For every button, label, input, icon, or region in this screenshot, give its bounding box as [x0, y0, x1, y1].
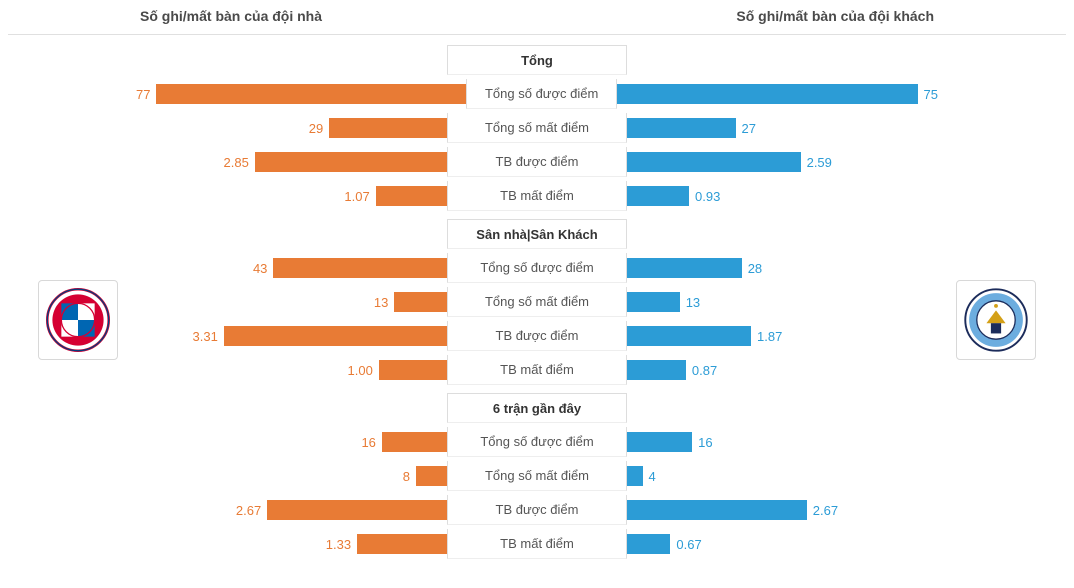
section-header: 6 trận gần đây [130, 393, 944, 423]
home-value: 16 [355, 435, 381, 450]
home-bar [379, 360, 447, 380]
stat-row: 43 Tổng số được điểm 28 [130, 253, 944, 283]
home-value: 1.33 [320, 537, 357, 552]
section-title: 6 trận gần đây [447, 393, 627, 423]
away-bar [627, 466, 643, 486]
away-value: 13 [680, 295, 706, 310]
away-value: 0.67 [670, 537, 707, 552]
away-value: 2.59 [801, 155, 838, 170]
away-value: 16 [692, 435, 718, 450]
row-label: Tổng số được điểm [447, 253, 627, 283]
home-bar [357, 534, 447, 554]
home-bar [382, 432, 447, 452]
away-bar [627, 152, 801, 172]
home-value: 13 [368, 295, 394, 310]
away-value: 27 [736, 121, 762, 136]
away-bar [617, 84, 918, 104]
stat-row: 1.33 TB mất điểm 0.67 [130, 529, 944, 559]
row-label: TB mất điểm [447, 181, 627, 211]
stat-row: 2.85 TB được điểm 2.59 [130, 147, 944, 177]
away-value: 0.87 [686, 363, 723, 378]
away-bar [627, 258, 742, 278]
stat-row: 16 Tổng số được điểm 16 [130, 427, 944, 457]
home-value: 3.31 [187, 329, 224, 344]
stat-row: 77 Tổng số được điểm 75 [130, 79, 944, 109]
stat-row: 3.31 TB được điểm 1.87 [130, 321, 944, 351]
away-bar [627, 534, 670, 554]
row-label: Tổng số mất điểm [447, 461, 627, 491]
home-bar [224, 326, 447, 346]
away-value: 0.93 [689, 189, 726, 204]
away-bar [627, 326, 751, 346]
home-bar [329, 118, 447, 138]
away-bar [627, 292, 680, 312]
stat-row: 1.00 TB mất điểm 0.87 [130, 355, 944, 385]
row-label: TB được điểm [447, 495, 627, 525]
away-value: 4 [643, 469, 662, 484]
home-bar [416, 466, 447, 486]
home-value: 2.67 [230, 503, 267, 518]
bayern-crest-icon [46, 288, 110, 352]
section-title: Sân nhà|Sân Khách [447, 219, 627, 249]
stat-row: 8 Tổng số mất điểm 4 [130, 461, 944, 491]
stat-row: 29 Tổng số mất điểm 27 [130, 113, 944, 143]
home-value: 2.85 [218, 155, 255, 170]
home-value: 43 [247, 261, 273, 276]
away-value: 75 [918, 87, 944, 102]
row-label: TB được điểm [447, 321, 627, 351]
away-header: Số ghi/mất bàn của đội khách [736, 8, 934, 24]
away-bar [627, 500, 807, 520]
home-value: 8 [397, 469, 416, 484]
row-label: TB được điểm [447, 147, 627, 177]
comparison-chart: Số ghi/mất bàn của đội nhà Số ghi/mất bà… [0, 0, 1074, 588]
section-title: Tổng [447, 45, 627, 75]
section-header: Sân nhà|Sân Khách [130, 219, 944, 249]
away-bar [627, 186, 689, 206]
home-value: 29 [303, 121, 329, 136]
home-bar [156, 84, 466, 104]
stat-row: 1.07 TB mất điểm 0.93 [130, 181, 944, 211]
away-bar [627, 432, 692, 452]
stat-row: 13 Tổng số mất điểm 13 [130, 287, 944, 317]
header-row: Số ghi/mất bàn của đội nhà Số ghi/mất bà… [0, 0, 1074, 34]
row-label: TB mất điểm [447, 529, 627, 559]
row-label: TB mất điểm [447, 355, 627, 385]
home-bar [267, 500, 447, 520]
row-label: Tổng số được điểm [447, 427, 627, 457]
home-value: 77 [130, 87, 156, 102]
away-value: 28 [742, 261, 768, 276]
row-label: Tổng số được điểm [466, 79, 616, 109]
home-bar [273, 258, 447, 278]
mancity-crest-icon [964, 288, 1028, 352]
home-value: 1.07 [338, 189, 375, 204]
stat-row: 2.67 TB được điểm 2.67 [130, 495, 944, 525]
away-bar [627, 360, 686, 380]
away-value: 1.87 [751, 329, 788, 344]
away-value: 2.67 [807, 503, 844, 518]
home-header: Số ghi/mất bàn của đội nhà [140, 8, 322, 24]
section-header: Tổng [130, 45, 944, 75]
home-team-logo [38, 280, 118, 360]
home-bar [255, 152, 447, 172]
home-bar [394, 292, 447, 312]
home-value: 1.00 [342, 363, 379, 378]
row-label: Tổng số mất điểm [447, 113, 627, 143]
chart-area: Tổng 77 Tổng số được điểm 75 29 Tổng số mất đ… [0, 45, 1074, 559]
away-bar [627, 118, 736, 138]
row-label: Tổng số mất điểm [447, 287, 627, 317]
away-team-logo [956, 280, 1036, 360]
divider [8, 34, 1066, 35]
home-bar [376, 186, 447, 206]
